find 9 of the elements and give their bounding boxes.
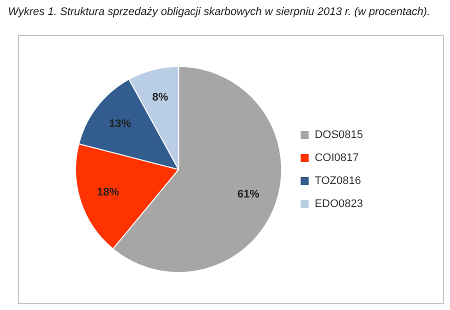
legend-label: DOS0815 bbox=[314, 129, 364, 142]
legend-label: COI0817 bbox=[314, 152, 359, 164]
data-label: 61% bbox=[237, 188, 260, 201]
legend-label: TOZ0816 bbox=[314, 175, 361, 188]
chart-title: Wykres 1. Struktura sprzedaży obligacji skarbowych w sierpniu 2013 r. (w procentach). bbox=[8, 6, 430, 18]
legend-label: EDO0823 bbox=[314, 198, 364, 210]
data-label: 18% bbox=[97, 186, 120, 198]
data-label: 13% bbox=[108, 118, 132, 130]
data-label: 8% bbox=[152, 92, 168, 104]
